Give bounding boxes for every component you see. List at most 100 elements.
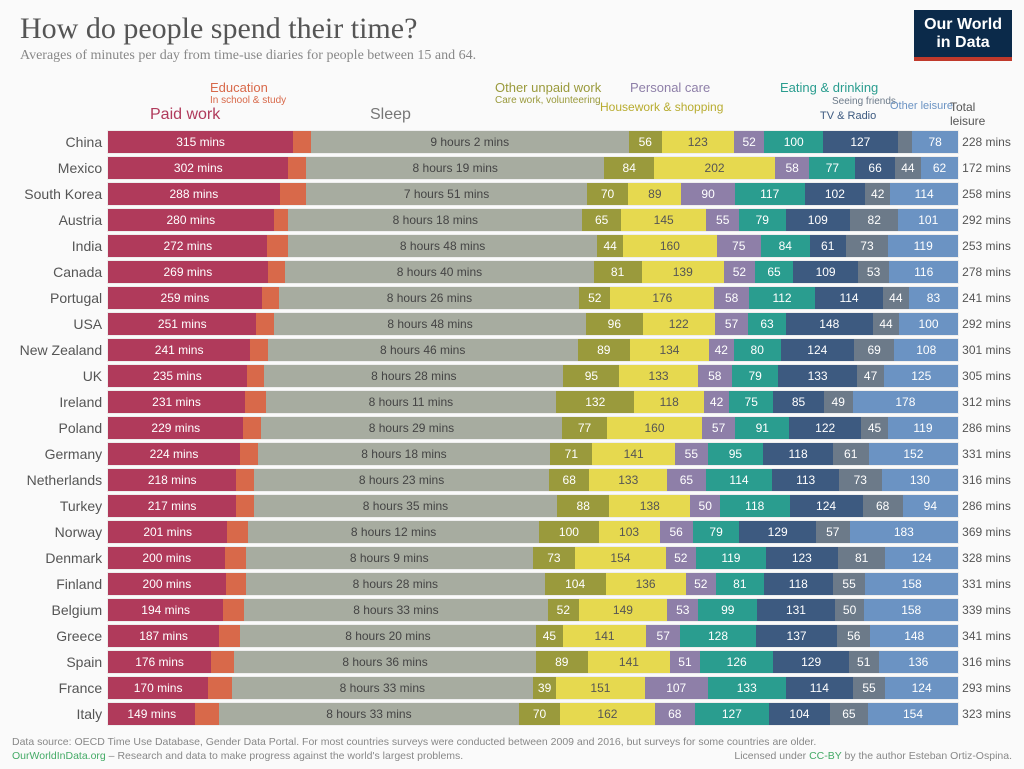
- country-label: Mexico: [12, 160, 108, 176]
- segment-friends: 44: [883, 287, 909, 309]
- segment-eating: 100: [764, 131, 823, 153]
- segment-other_unpaid: 71: [550, 443, 592, 465]
- segment-housework: 141: [592, 443, 675, 465]
- country-row: Spain176 mins8 hours 36 mins891415112612…: [12, 650, 1012, 674]
- segment-other_leisure: 119: [888, 417, 958, 439]
- segment-paid_work: 231 mins: [108, 391, 245, 413]
- total-leisure-value: 253 mins: [958, 239, 1012, 253]
- segment-paid_work: 217 mins: [108, 495, 236, 517]
- segment-eating: 127: [695, 703, 769, 725]
- segment-personal: 52: [686, 573, 717, 595]
- segment-tv_radio: 118: [763, 443, 832, 465]
- segment-other_leisure: 158: [864, 599, 958, 621]
- site-link[interactable]: OurWorldInData.org: [12, 750, 106, 762]
- segment-housework: 149: [579, 599, 667, 621]
- legend: Paid workEducationIn school & studySleep…: [0, 72, 1024, 128]
- segment-tv_radio: 131: [757, 599, 835, 621]
- country-row: South Korea288 mins7 hours 51 mins708990…: [12, 182, 1012, 206]
- segment-housework: 134: [630, 339, 709, 361]
- license-link[interactable]: CC-BY: [809, 750, 841, 762]
- segment-other_leisure: 152: [869, 443, 958, 465]
- country-row: Mexico302 mins8 hours 19 mins84202587766…: [12, 156, 1012, 180]
- segment-personal: 42: [709, 339, 734, 361]
- total-leisure-value: 286 mins: [958, 421, 1012, 435]
- country-label: Poland: [12, 420, 108, 436]
- segment-housework: 141: [588, 651, 670, 673]
- segment-education: [211, 651, 234, 673]
- segment-friends: 73: [846, 235, 889, 257]
- country-label: Turkey: [12, 498, 108, 514]
- stacked-bar: 269 mins8 hours 40 mins81139526510953116: [108, 261, 958, 283]
- stacked-bar: 280 mins8 hours 18 mins65145557910982101: [108, 209, 958, 231]
- segment-personal: 90: [681, 183, 735, 205]
- header: How do people spend their time? Averages…: [0, 0, 1024, 68]
- segment-eating: 63: [748, 313, 785, 335]
- segment-tv_radio: 109: [786, 209, 850, 231]
- segment-sleep: 8 hours 48 mins: [288, 235, 597, 257]
- segment-other_unpaid: 88: [557, 495, 609, 517]
- segment-sleep: 8 hours 29 mins: [261, 417, 562, 439]
- segment-tv_radio: 118: [764, 573, 833, 595]
- segment-education: [226, 573, 247, 595]
- segment-education: [262, 287, 280, 309]
- country-label: New Zealand: [12, 342, 108, 358]
- segment-paid_work: 176 mins: [108, 651, 211, 673]
- segment-paid_work: 288 mins: [108, 183, 279, 205]
- segment-other_unpaid: 52: [548, 599, 579, 621]
- segment-personal: 42: [704, 391, 729, 413]
- country-label: Finland: [12, 576, 108, 592]
- segment-eating: 91: [735, 417, 789, 439]
- segment-friends: 42: [865, 183, 890, 205]
- segment-friends: 56: [837, 625, 870, 647]
- segment-tv_radio: 148: [786, 313, 873, 335]
- segment-housework: 89: [628, 183, 681, 205]
- segment-friends: 49: [824, 391, 853, 413]
- country-row: Norway201 mins8 hours 12 mins10010356791…: [12, 520, 1012, 544]
- total-leisure-value: 172 mins: [958, 161, 1012, 175]
- country-row: Germany224 mins8 hours 18 mins7114155951…: [12, 442, 1012, 466]
- country-label: UK: [12, 368, 108, 384]
- segment-eating: 99: [698, 599, 757, 621]
- legend-tv_radio: TV & Radio: [820, 110, 876, 122]
- segment-other_unpaid: 39: [533, 677, 556, 699]
- total-leisure-value: 305 mins: [958, 369, 1012, 383]
- segment-housework: 138: [609, 495, 690, 517]
- country-row: China315 mins9 hours 2 mins5612352100127…: [12, 130, 1012, 154]
- segment-personal: 50: [690, 495, 719, 517]
- country-label: Belgium: [12, 602, 108, 618]
- stacked-bar: 201 mins8 hours 12 mins10010356791295718…: [108, 521, 958, 543]
- country-label: Ireland: [12, 394, 108, 410]
- total-leisure-value: 341 mins: [958, 629, 1012, 643]
- segment-other_unpaid: 45: [536, 625, 563, 647]
- stacked-bar: 200 mins8 hours 9 mins731545211912381124: [108, 547, 958, 569]
- country-row: Turkey217 mins8 hours 35 mins88138501181…: [12, 494, 1012, 518]
- total-leisure-value: 258 mins: [958, 187, 1012, 201]
- segment-tv_radio: 109: [793, 261, 858, 283]
- segment-tv_radio: 102: [805, 183, 866, 205]
- legend-total-leisure: Totalleisure: [950, 100, 985, 128]
- country-row: India272 mins8 hours 48 mins441607584617…: [12, 234, 1012, 258]
- stacked-bar: 235 mins8 hours 28 mins95133587913347125: [108, 365, 958, 387]
- segment-education: [236, 495, 254, 517]
- segment-tv_radio: 61: [810, 235, 846, 257]
- segment-personal: 57: [646, 625, 680, 647]
- footer-source: Data source: OECD Time Use Database, Gen…: [12, 735, 1012, 749]
- segment-paid_work: 241 mins: [108, 339, 250, 361]
- segment-friends: 69: [854, 339, 895, 361]
- segment-personal: 65: [667, 469, 705, 491]
- segment-personal: 55: [675, 443, 707, 465]
- segment-housework: 118: [634, 391, 704, 413]
- segment-education: [225, 547, 246, 569]
- legend-housework: Housework & shopping: [600, 100, 723, 114]
- segment-friends: 53: [858, 261, 889, 283]
- segment-tv_radio: 114: [815, 287, 883, 309]
- segment-eating: 79: [739, 209, 786, 231]
- segment-other_leisure: 101: [898, 209, 958, 231]
- segment-sleep: 8 hours 40 mins: [285, 261, 593, 283]
- segment-eating: 84: [761, 235, 810, 257]
- segment-paid_work: 229 mins: [108, 417, 243, 439]
- segment-education: [195, 703, 218, 725]
- country-row: Italy149 mins8 hours 33 mins701626812710…: [12, 702, 1012, 726]
- segment-friends: 55: [853, 677, 885, 699]
- segment-education: [293, 131, 311, 153]
